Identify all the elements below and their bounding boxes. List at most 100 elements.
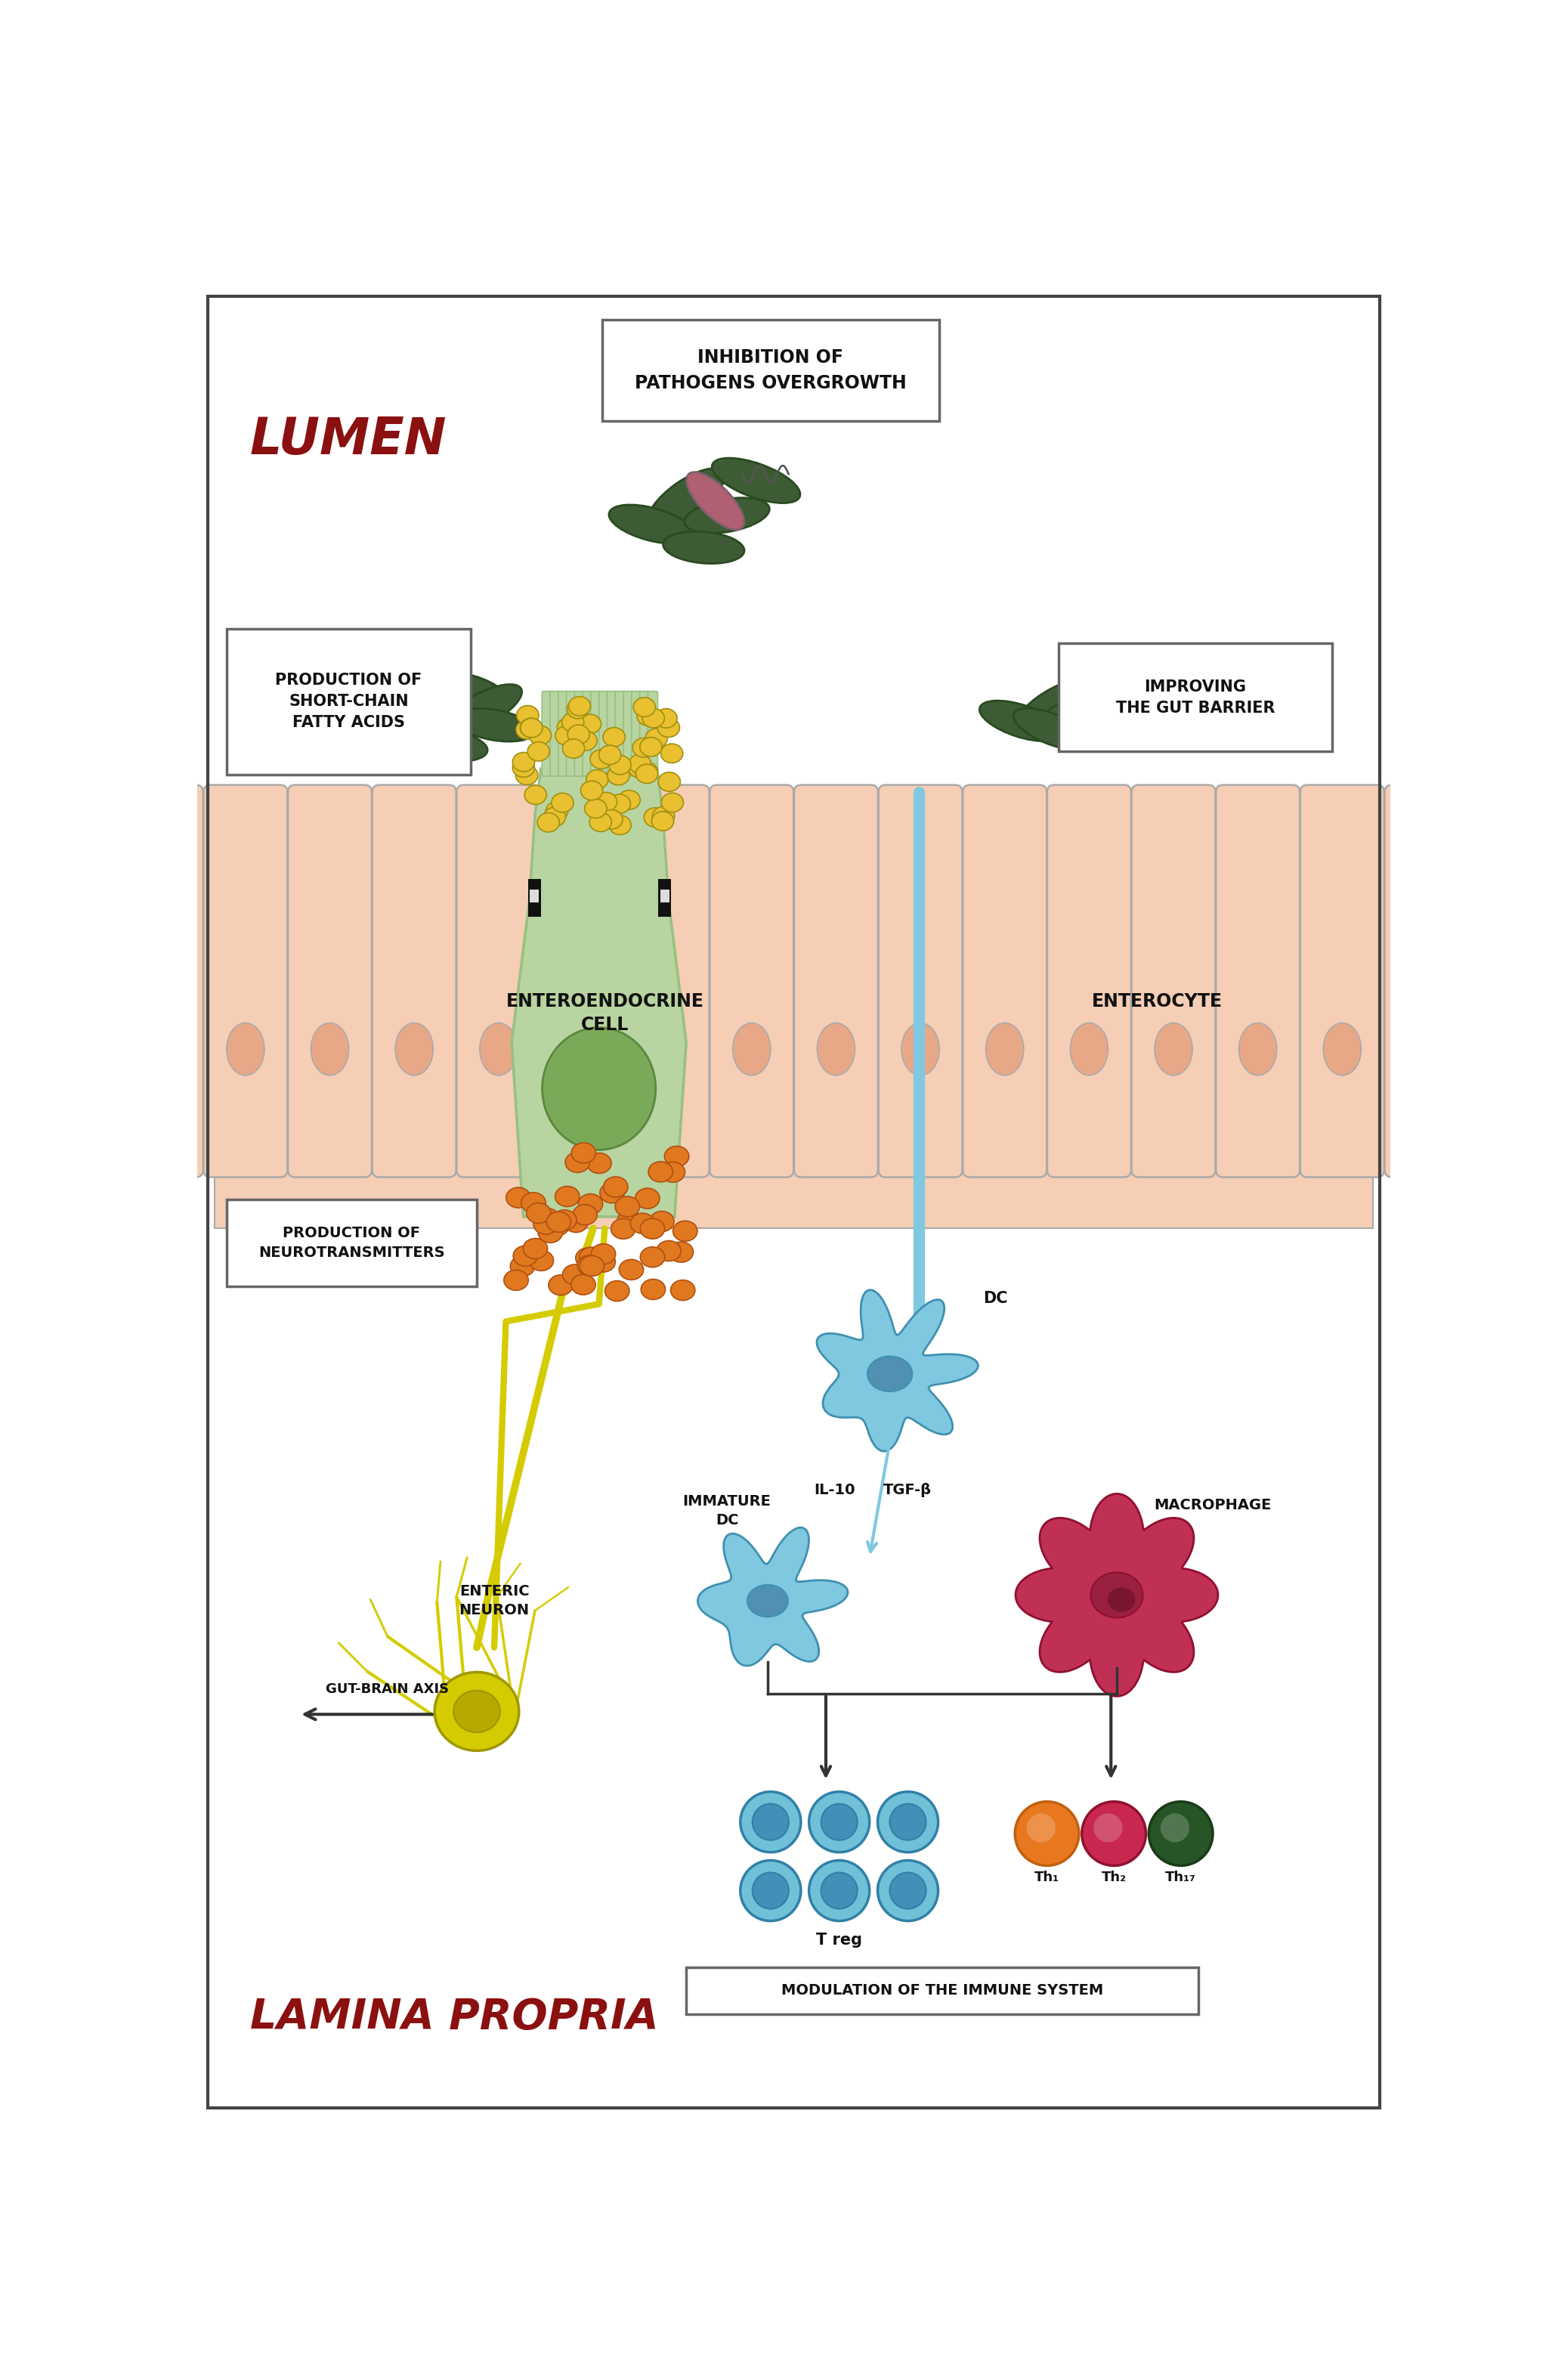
Ellipse shape — [669, 1242, 694, 1261]
Ellipse shape — [635, 764, 658, 783]
Bar — [1058, 643, 1332, 752]
Ellipse shape — [579, 1247, 604, 1269]
Ellipse shape — [1086, 681, 1168, 726]
Circle shape — [878, 1861, 939, 1921]
Text: ENTERIC
NEURON: ENTERIC NEURON — [459, 1585, 530, 1618]
Circle shape — [889, 1873, 926, 1909]
Ellipse shape — [632, 738, 655, 757]
Ellipse shape — [637, 707, 660, 726]
Ellipse shape — [635, 1188, 660, 1209]
Ellipse shape — [603, 728, 626, 747]
Ellipse shape — [538, 1223, 562, 1242]
Ellipse shape — [618, 790, 640, 809]
FancyBboxPatch shape — [119, 785, 203, 1178]
Ellipse shape — [609, 505, 694, 543]
Ellipse shape — [143, 1023, 180, 1076]
Ellipse shape — [640, 1219, 665, 1240]
Ellipse shape — [646, 728, 668, 747]
Ellipse shape — [564, 1023, 603, 1076]
Ellipse shape — [658, 771, 680, 793]
Ellipse shape — [617, 1211, 641, 1230]
Ellipse shape — [553, 1209, 576, 1230]
FancyBboxPatch shape — [288, 785, 372, 1178]
FancyBboxPatch shape — [457, 785, 541, 1178]
Ellipse shape — [513, 757, 534, 778]
Ellipse shape — [640, 1247, 665, 1266]
Circle shape — [821, 1873, 858, 1909]
Text: PRODUCTION OF
SHORT-CHAIN
FATTY ACIDS: PRODUCTION OF SHORT-CHAIN FATTY ACIDS — [276, 674, 423, 731]
Ellipse shape — [686, 471, 744, 531]
Ellipse shape — [649, 1023, 686, 1076]
Circle shape — [740, 1861, 801, 1921]
Ellipse shape — [629, 759, 651, 778]
Bar — [686, 1968, 1199, 2013]
Ellipse shape — [524, 1238, 547, 1259]
Bar — [215, 1159, 1372, 1228]
Ellipse shape — [534, 1209, 559, 1228]
Ellipse shape — [1061, 671, 1146, 709]
Bar — [528, 878, 541, 916]
Ellipse shape — [400, 707, 477, 750]
Ellipse shape — [644, 807, 666, 826]
Ellipse shape — [587, 1152, 612, 1173]
Ellipse shape — [562, 712, 584, 731]
Ellipse shape — [1108, 1587, 1135, 1611]
Ellipse shape — [565, 1152, 590, 1173]
Ellipse shape — [663, 531, 744, 564]
Ellipse shape — [657, 719, 680, 738]
Ellipse shape — [685, 497, 770, 533]
Polygon shape — [1016, 1495, 1218, 1697]
Text: ENTEROENDOCRINE
CELL: ENTEROENDOCRINE CELL — [507, 992, 703, 1033]
Ellipse shape — [567, 726, 590, 745]
FancyBboxPatch shape — [1132, 785, 1216, 1178]
Ellipse shape — [516, 721, 538, 740]
Circle shape — [1015, 1802, 1080, 1866]
Ellipse shape — [609, 795, 630, 814]
FancyBboxPatch shape — [550, 690, 561, 776]
Ellipse shape — [630, 1214, 655, 1233]
Polygon shape — [816, 1290, 977, 1452]
Ellipse shape — [584, 800, 607, 819]
Ellipse shape — [592, 1252, 615, 1271]
Bar — [226, 1200, 477, 1288]
Ellipse shape — [640, 738, 661, 757]
Text: T reg: T reg — [816, 1933, 863, 1947]
Ellipse shape — [558, 719, 579, 738]
Ellipse shape — [520, 719, 542, 738]
Ellipse shape — [590, 812, 612, 831]
Ellipse shape — [548, 1276, 573, 1295]
Circle shape — [821, 1804, 858, 1840]
Ellipse shape — [572, 1142, 596, 1164]
Ellipse shape — [607, 766, 629, 785]
Ellipse shape — [672, 1221, 697, 1242]
Ellipse shape — [747, 1585, 788, 1616]
Ellipse shape — [601, 809, 623, 828]
Ellipse shape — [562, 1264, 587, 1285]
Text: MACROPHAGE: MACROPHAGE — [1154, 1497, 1272, 1511]
Ellipse shape — [1077, 709, 1157, 745]
FancyBboxPatch shape — [1047, 785, 1131, 1178]
Ellipse shape — [542, 1028, 655, 1150]
Ellipse shape — [551, 793, 573, 812]
Ellipse shape — [443, 685, 522, 733]
Ellipse shape — [671, 1280, 696, 1299]
Ellipse shape — [530, 1250, 553, 1271]
Ellipse shape — [520, 719, 542, 738]
Ellipse shape — [902, 1023, 939, 1076]
Circle shape — [809, 1792, 869, 1852]
Ellipse shape — [528, 743, 550, 762]
FancyBboxPatch shape — [590, 690, 601, 776]
Ellipse shape — [311, 1023, 349, 1076]
Ellipse shape — [579, 1257, 604, 1276]
Ellipse shape — [576, 1247, 599, 1269]
FancyBboxPatch shape — [626, 785, 709, 1178]
Ellipse shape — [979, 700, 1063, 740]
Circle shape — [1160, 1814, 1190, 1842]
Ellipse shape — [1044, 693, 1129, 728]
Ellipse shape — [359, 728, 443, 762]
Ellipse shape — [567, 700, 589, 719]
Ellipse shape — [1323, 1023, 1362, 1076]
Text: LAMINA PROPRIA: LAMINA PROPRIA — [249, 1997, 658, 2037]
Ellipse shape — [579, 714, 601, 733]
Ellipse shape — [342, 707, 424, 747]
